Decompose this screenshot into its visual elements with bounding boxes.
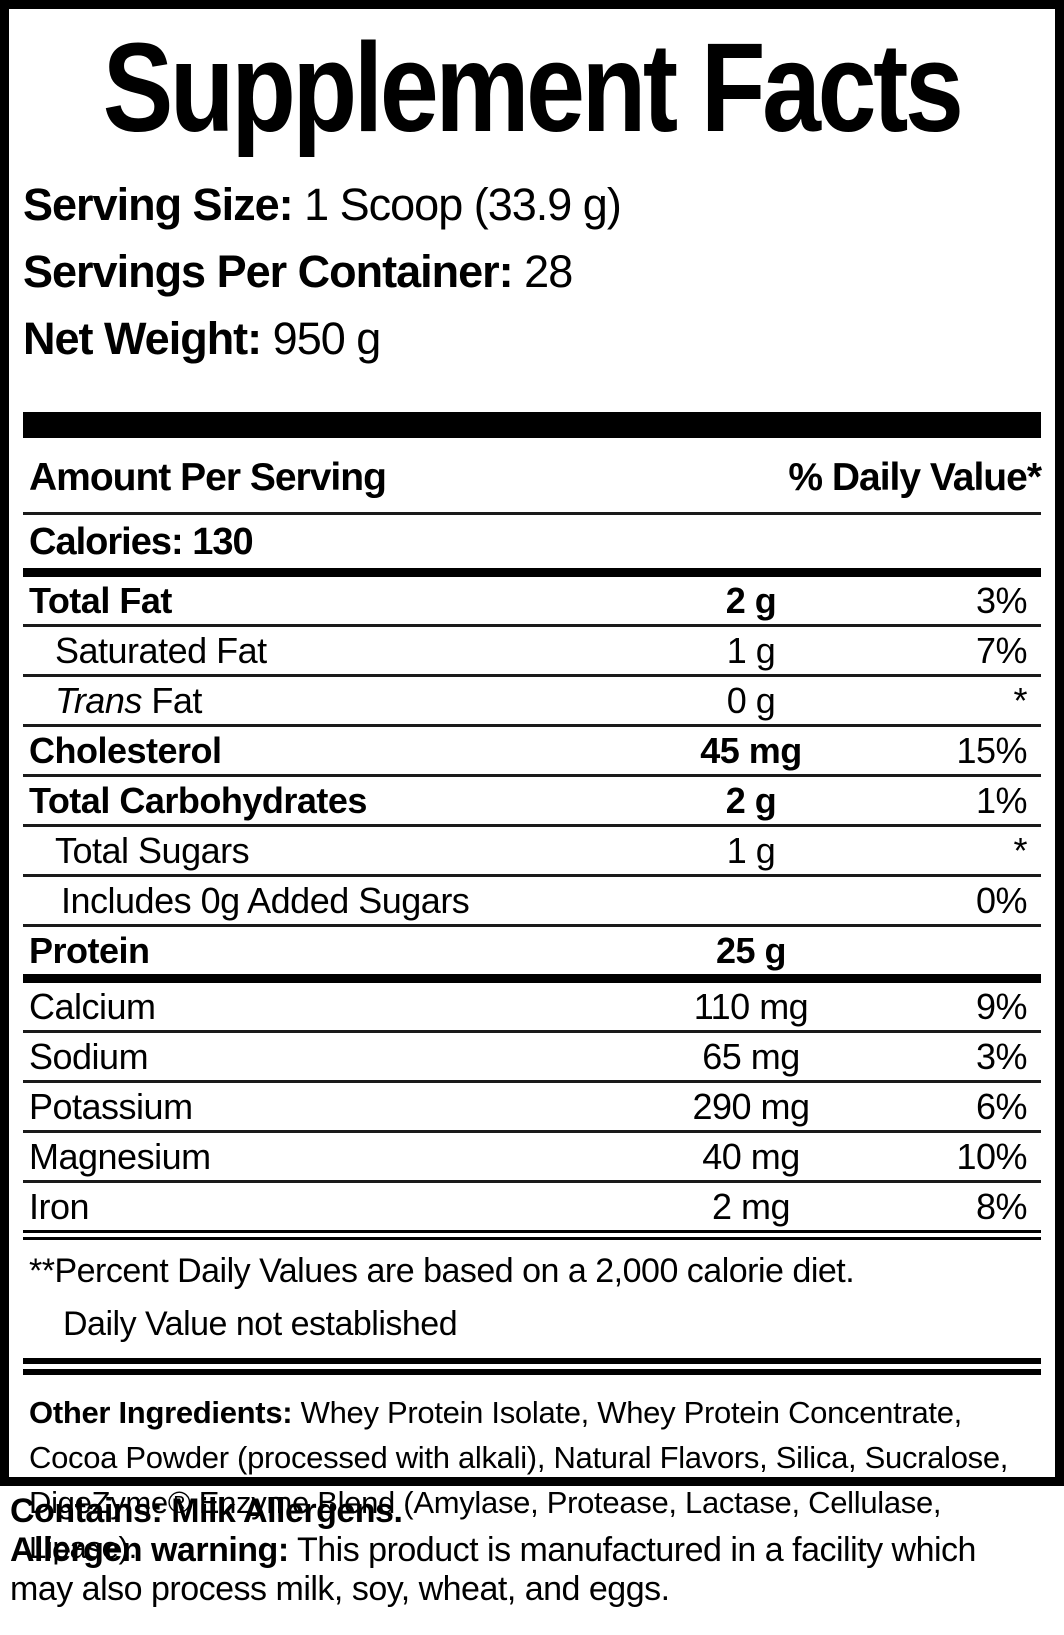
- allergen-warning-text: This product is manufactured in a facili…: [10, 1531, 976, 1608]
- serving-size-value: 1 Scoop (33.9 g): [304, 179, 622, 230]
- nutrient-rows: Total Fat 2 g 3% Saturated Fat 1 g 7% Trans Fa…: [9, 577, 1055, 1240]
- nutrient-daily-value: *: [1013, 679, 1027, 721]
- table-row: Potassium 290 mg 6%: [23, 1083, 1041, 1130]
- nutrient-daily-value: 3%: [975, 1035, 1028, 1077]
- section-divider-bar: [23, 412, 1041, 438]
- divider: [23, 624, 1041, 627]
- table-row: Iron 2 mg 8%: [23, 1183, 1041, 1230]
- nutrient-daily-value: 10%: [956, 1135, 1027, 1177]
- nutrient-name: Protein: [29, 929, 150, 971]
- nutrient-daily-value: 1%: [975, 779, 1028, 821]
- nutrient-name-italic-part: Trans: [55, 679, 142, 721]
- nutrient-daily-value: 0%: [975, 879, 1028, 921]
- divider: [23, 1080, 1041, 1083]
- divider: [23, 1030, 1041, 1033]
- nutrient-name: Total Fat: [29, 579, 172, 621]
- calories-label: Calories:: [29, 521, 184, 563]
- nutrient-daily-value: 6%: [975, 1085, 1028, 1127]
- nutrient-name: Trans Fat: [55, 679, 202, 721]
- nutrient-amount: 1 g: [726, 829, 776, 871]
- allergen-warning: Allergen warning: This product is manufa…: [10, 1531, 1000, 1609]
- nutrient-amount: 2 g: [725, 579, 777, 621]
- servings-per-container-label: Servings Per Container:: [23, 246, 514, 297]
- daily-value-header: % Daily Value*: [788, 456, 1042, 499]
- nutrient-name: Includes 0g Added Sugars: [61, 879, 470, 921]
- serving-size-line: Serving Size: 1 Scoop (33.9 g): [23, 171, 1055, 238]
- nutrient-daily-value: 3%: [975, 579, 1028, 621]
- table-row: Cholesterol 45 mg 15%: [23, 727, 1041, 774]
- table-row: Sodium 65 mg 3%: [23, 1033, 1041, 1080]
- nutrient-amount: 45 mg: [700, 729, 802, 771]
- nutrient-amount: 2 g: [725, 779, 777, 821]
- panel-title: Supplement Facts: [9, 25, 1055, 151]
- nutrient-name: Total Carbohydrates: [29, 779, 367, 821]
- divider: [23, 512, 1041, 515]
- other-ingredients-text: Whey Protein Isolate, Whey Protein Conce…: [29, 1395, 1009, 1565]
- divider: [23, 1180, 1041, 1183]
- nutrient-amount: 2 mg: [711, 1185, 791, 1227]
- nutrient-daily-value: 9%: [975, 985, 1028, 1027]
- contains-statement: Contains: Milk Allergens.: [10, 1492, 403, 1530]
- net-weight-line: Net Weight: 950 g: [23, 305, 1055, 372]
- amount-per-serving-header: Amount Per Serving: [29, 456, 387, 499]
- not-established-footnote: Daily Value not established: [63, 1305, 458, 1343]
- net-weight-value: 950 g: [272, 313, 382, 364]
- other-ingredients-label: Other Ingredients:: [29, 1395, 293, 1430]
- table-row: Magnesium 40 mg 10%: [23, 1133, 1041, 1180]
- table-row: Total Fat 2 g 3%: [23, 577, 1041, 624]
- nutrient-name: Total Sugars: [55, 829, 250, 871]
- table-row: Total Carbohydrates 2 g 1%: [23, 777, 1041, 824]
- nutrient-daily-value: 8%: [975, 1185, 1028, 1227]
- nutrient-amount: 110 mg: [693, 985, 809, 1027]
- divider: [23, 724, 1041, 727]
- allergen-section: Contains: Milk Allergens. Allergen warni…: [10, 1492, 1000, 1609]
- nutrient-amount: 0 g: [726, 679, 776, 721]
- table-row: Protein 25 g: [23, 927, 1041, 974]
- divider: [23, 824, 1041, 827]
- divider: [23, 774, 1041, 777]
- calories-value: 130: [192, 521, 253, 563]
- divider: [23, 924, 1041, 927]
- nutrient-name: Iron: [29, 1185, 90, 1227]
- nutrient-daily-value: 7%: [975, 629, 1028, 671]
- nutrient-amount: 40 mg: [702, 1135, 800, 1177]
- nutrient-name: Cholesterol: [29, 729, 222, 771]
- supplement-facts-panel: Supplement Facts Serving Size: 1 Scoop (…: [0, 0, 1064, 1565]
- table-row: Saturated Fat 1 g 7%: [23, 627, 1041, 674]
- table-row: Includes 0g Added Sugars 0%: [23, 877, 1041, 924]
- nutrient-name: Sodium: [29, 1035, 149, 1077]
- other-ingredients: Other Ingredients: Whey Protein Isolate,…: [23, 1375, 1033, 1591]
- divider: [23, 1130, 1041, 1133]
- nutrient-amount: 25 g: [715, 929, 787, 971]
- divider: [23, 1358, 1041, 1375]
- nutrient-amount: 1 g: [726, 629, 776, 671]
- serving-info: Serving Size: 1 Scoop (33.9 g) Servings …: [23, 171, 1055, 372]
- table-header: Amount Per Serving % Daily Value*: [23, 438, 1042, 512]
- nutrient-amount: 290 mg: [692, 1085, 810, 1127]
- table-row: Total Sugars 1 g *: [23, 827, 1041, 874]
- servings-per-container-line: Servings Per Container: 28: [23, 238, 1055, 305]
- servings-per-container-value: 28: [524, 246, 573, 297]
- divider: [23, 568, 1041, 577]
- divider: [23, 674, 1041, 677]
- net-weight-label: Net Weight:: [23, 313, 262, 364]
- divider: [23, 1230, 1041, 1240]
- allergen-warning-label: Allergen warning:: [10, 1531, 289, 1569]
- nutrient-daily-value: *: [1013, 829, 1027, 871]
- panel-title-text: Supplement Facts: [103, 17, 964, 158]
- nutrient-name: Calcium: [29, 985, 156, 1027]
- nutrient-name: Potassium: [29, 1085, 193, 1127]
- divider: [23, 874, 1041, 877]
- nutrient-name: Magnesium: [29, 1135, 211, 1177]
- nutrient-name: Saturated Fat: [55, 629, 267, 671]
- nutrient-daily-value: 15%: [956, 729, 1027, 771]
- table-row: Trans Fat 0 g *: [23, 677, 1041, 724]
- daily-value-footnote: **Percent Daily Values are based on a 2,…: [29, 1252, 855, 1290]
- nutrient-amount: 65 mg: [702, 1035, 800, 1077]
- divider: [23, 974, 1041, 983]
- calories-row: Calories: 130: [23, 515, 1041, 568]
- table-row: Calcium 110 mg 9%: [23, 983, 1041, 1030]
- serving-size-label: Serving Size:: [23, 179, 294, 230]
